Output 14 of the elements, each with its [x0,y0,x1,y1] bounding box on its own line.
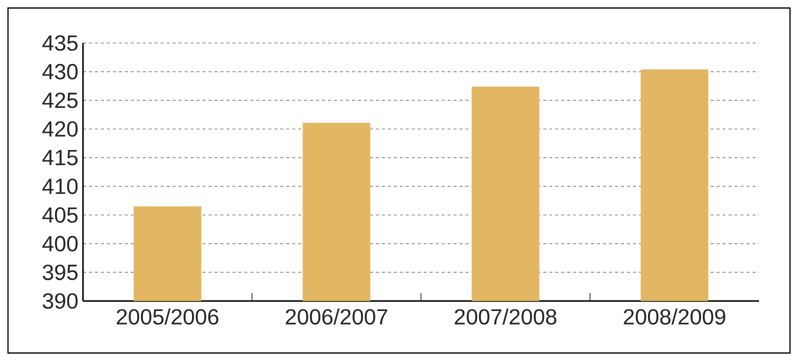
y-tick-label: 435 [42,35,78,51]
x-tick-label: 2005/2006 [116,308,218,325]
y-tick-label: 400 [42,236,78,252]
x-tick-label: 2007/2008 [454,308,556,325]
x-tick-label: 2006/2007 [286,308,388,325]
y-tick-label: 390 [42,293,78,309]
y-tick-label: 420 [42,121,78,137]
y-tick-label: 405 [42,207,78,223]
y-tick-label: 415 [42,150,78,166]
x-tick-label: 2008/2009 [624,308,726,325]
y-tick-label: 425 [42,92,78,108]
y-tick-label: 395 [42,264,78,280]
y-tick-label: 430 [42,64,78,80]
y-tick-label: 410 [42,178,78,194]
